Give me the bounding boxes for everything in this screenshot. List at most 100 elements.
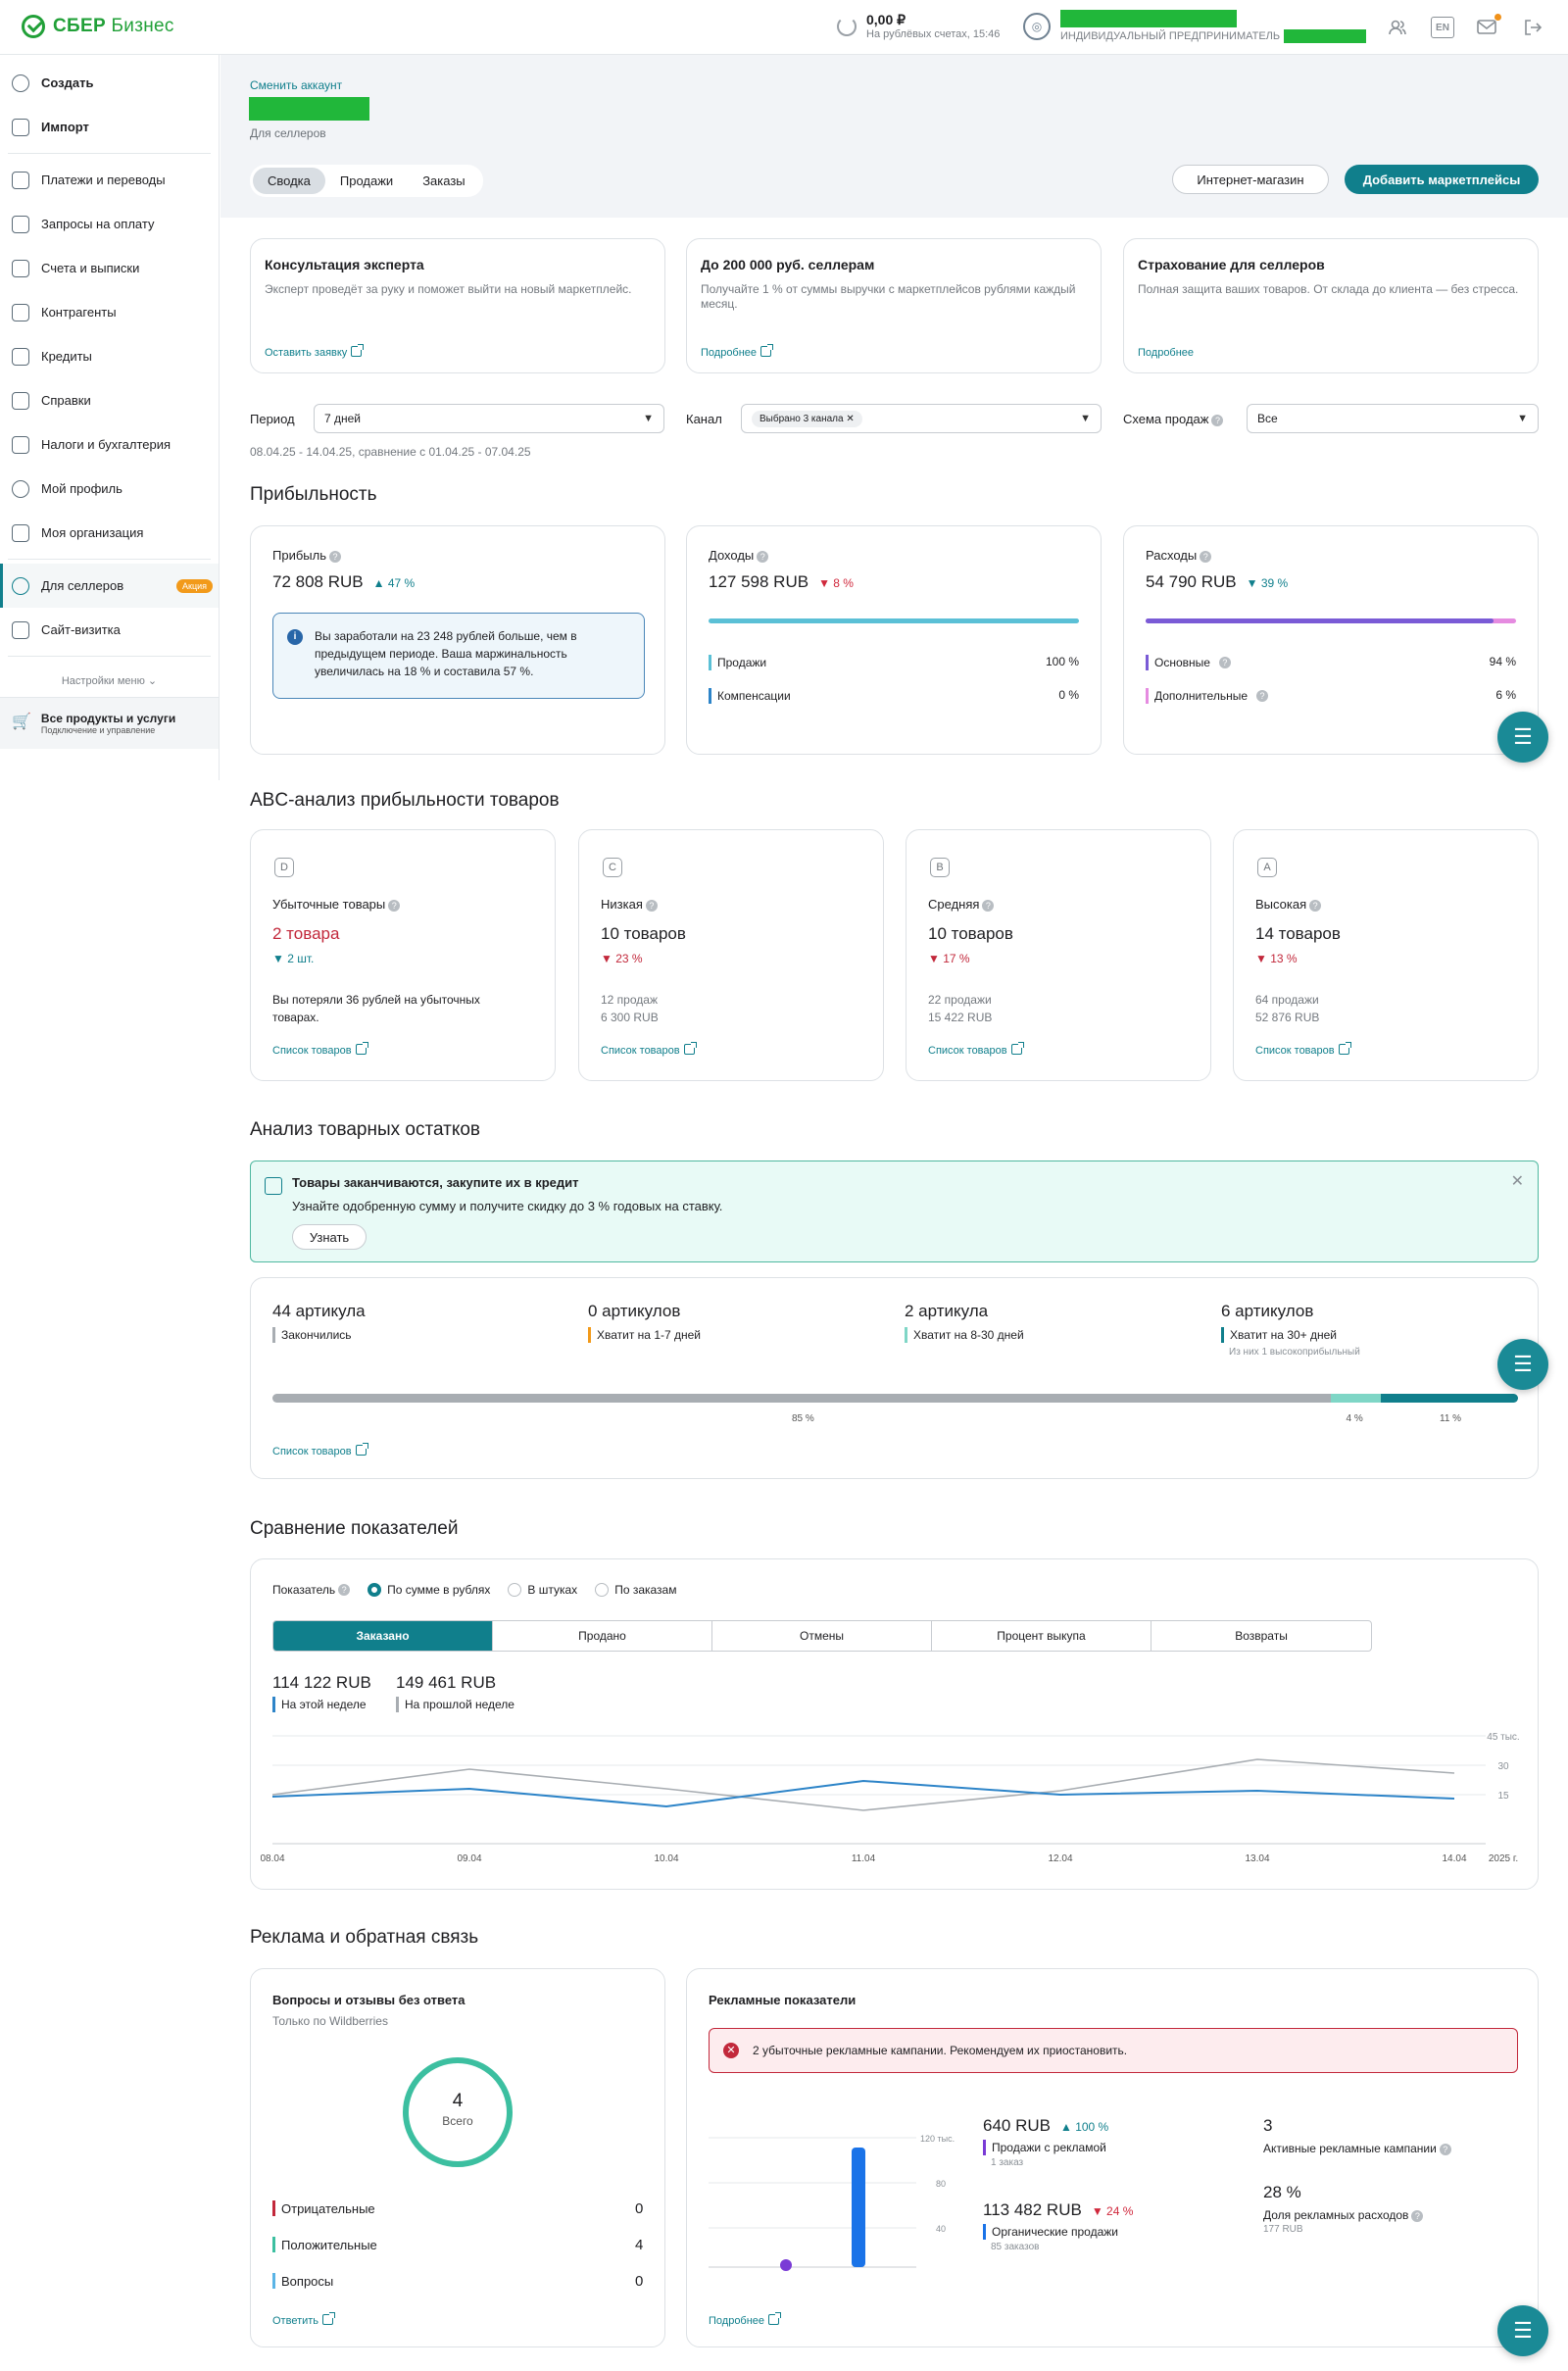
radio-orders[interactable]: По заказам	[595, 1583, 676, 1597]
period-label: Период	[250, 412, 295, 426]
help-icon[interactable]: ?	[1200, 550, 1212, 563]
close-icon[interactable]: ✕	[1510, 1173, 1524, 1190]
promo-text: Эксперт проведёт за руку и поможет выйти…	[265, 282, 632, 296]
abc-meta: Вы потеряли 36 рублей на убыточных товара…	[272, 993, 480, 1024]
help-icon[interactable]: ?	[645, 899, 658, 912]
expense-row-extra-value: 6 %	[1495, 688, 1516, 702]
chat-icon[interactable]: ☰	[1497, 1339, 1548, 1390]
logout-icon[interactable]	[1521, 16, 1544, 39]
add-marketplaces-button[interactable]: Добавить маркетплейсы	[1345, 165, 1539, 194]
sidebar-item-create[interactable]: Создать	[0, 61, 219, 105]
reviews-row-negative: Отрицательные 0	[272, 2200, 645, 2217]
online-shop-button[interactable]: Интернет-магазин	[1172, 165, 1329, 194]
balance-amount: 0,00 ₽	[866, 12, 906, 27]
sidebar-item-accounts[interactable]: Счета и выписки	[0, 246, 219, 290]
learn-button[interactable]: Узнать	[292, 1224, 367, 1250]
tab-returns[interactable]: Возвраты	[1235, 1629, 1288, 1643]
income-card: Доходы? 127 598 RUB ▼ 8 % Продажи 100 % К…	[686, 525, 1102, 755]
sidebar-item-payment-requests[interactable]: Запросы на оплату	[0, 202, 219, 246]
all-products-title: Все продукты и услуги	[40, 712, 176, 725]
sidebar-item-credits[interactable]: Кредиты	[0, 334, 219, 378]
help-icon[interactable]: ?	[1211, 414, 1224, 426]
menu-settings[interactable]: Настройки меню ⌄	[61, 675, 158, 687]
sidebar-item-taxes[interactable]: Налоги и бухгалтерия	[0, 422, 219, 467]
abc-list-link[interactable]: Список товаров	[1255, 1042, 1351, 1057]
period-select[interactable]: 7 дней ▼	[314, 404, 664, 433]
promo-link[interactable]: Оставить заявку	[265, 344, 365, 359]
credit-alert: Товары заканчиваются, закупите их в кред…	[250, 1161, 1539, 1262]
users-icon[interactable]	[1386, 16, 1409, 39]
help-icon[interactable]: ?	[982, 899, 995, 912]
help-icon[interactable]: ?	[338, 1584, 351, 1596]
channel-chip[interactable]: Выбрано 3 канала ✕	[752, 410, 862, 427]
abc-value: 10 товаров	[601, 924, 686, 943]
profit-label: Прибыль?	[272, 548, 664, 563]
tab-sold[interactable]: Продано	[493, 1621, 712, 1651]
plus-icon	[12, 74, 29, 92]
help-icon[interactable]: ?	[1411, 2209, 1424, 2222]
notifications-icon[interactable]	[1476, 14, 1501, 39]
x-tick-label: 10.04	[654, 1853, 678, 1864]
stock-list-link[interactable]: Список товаров	[272, 1443, 368, 1457]
language-button[interactable]: EN	[1431, 17, 1454, 38]
help-icon[interactable]: ?	[1309, 899, 1322, 912]
reply-link[interactable]: Ответить	[272, 2312, 336, 2327]
x-tick-label: 13.04	[1245, 1853, 1269, 1864]
balance[interactable]: 0,00 ₽ На рублёвых счетах, 15:46	[837, 12, 1000, 40]
x-tick-label: 12.04	[1048, 1853, 1072, 1864]
abc-list-link[interactable]: Список товаров	[601, 1042, 697, 1057]
promo-card-insurance: Страхование для селлеров Полная защита в…	[1123, 238, 1539, 373]
expense-row-extra: Дополнительные?	[1146, 688, 1268, 704]
x-tick-label: 14.04	[1442, 1853, 1466, 1864]
chevron-down-icon: ▼	[1517, 413, 1528, 424]
help-icon[interactable]: ?	[1218, 657, 1231, 668]
promo-link[interactable]: Подробнее	[1138, 347, 1195, 359]
close-icon[interactable]: ✕	[846, 413, 855, 424]
radio-pieces[interactable]: В штуках	[508, 1583, 577, 1597]
all-products[interactable]: 🛒 Все продукты и услуги Подключение и упр…	[0, 697, 219, 749]
sidebar-item-import[interactable]: Импорт	[0, 105, 219, 149]
document-icon	[12, 215, 29, 233]
sber-business-logo[interactable]: СБЕР Бизнес	[22, 15, 174, 38]
sidebar-item-website[interactable]: Сайт-визитка	[0, 608, 219, 652]
help-icon[interactable]: ?	[388, 899, 401, 912]
tab-cancellations[interactable]: Отмены	[712, 1621, 932, 1651]
abc-list-link[interactable]: Список товаров	[272, 1042, 368, 1057]
tab-orders[interactable]: Заказы	[422, 173, 466, 188]
abc-list-link[interactable]: Список товаров	[928, 1042, 1024, 1057]
taxes-icon	[12, 435, 29, 454]
help-icon[interactable]: ?	[1256, 690, 1268, 702]
sidebar-item-payments[interactable]: Платежи и переводы	[0, 158, 219, 202]
reviews-sub: Только по Wildberries	[272, 2014, 388, 2028]
scheme-select[interactable]: Все ▼	[1247, 404, 1539, 433]
chat-icon[interactable]: ☰	[1497, 712, 1548, 763]
sidebar-item-profile[interactable]: Мой профиль	[0, 467, 219, 511]
sidebar-item-certificates[interactable]: Справки	[0, 378, 219, 422]
sidebar-item-sellers[interactable]: Для селлеров Акция	[0, 564, 219, 608]
switch-account-link[interactable]: Сменить аккаунт	[250, 78, 343, 92]
income-row-sales-value: 100 %	[1045, 655, 1079, 668]
organization-switcher[interactable]: ◎ ИНДИВИДУАЛЬНЫЙ ПРЕДПРИНИМАТЕЛЬ	[1023, 10, 1367, 43]
help-icon[interactable]: ?	[1439, 2143, 1451, 2155]
refresh-icon[interactable]	[837, 16, 857, 36]
sidebar-item-label: Для селлеров	[41, 578, 124, 593]
tab-summary[interactable]: Сводка	[253, 168, 325, 194]
help-icon[interactable]: ?	[757, 550, 769, 563]
promo-link[interactable]: Подробнее	[701, 344, 774, 359]
tab-sales[interactable]: Продажи	[339, 173, 394, 188]
income-delta: ▼ 8 %	[818, 576, 854, 590]
error-icon: ✕	[723, 2043, 739, 2058]
tab-buyout-rate[interactable]: Процент выкупа	[932, 1621, 1152, 1651]
x-tick-label: 11.04	[852, 1853, 876, 1864]
sidebar-item-counterparties[interactable]: Контрагенты	[0, 290, 219, 334]
help-icon[interactable]: ?	[328, 550, 341, 563]
ad-details-link[interactable]: Подробнее	[709, 2312, 782, 2327]
tab-ordered[interactable]: Заказано	[273, 1621, 493, 1651]
radio-rub[interactable]: По сумме в рублях	[368, 1583, 490, 1597]
chat-icon[interactable]: ☰	[1497, 2305, 1548, 2356]
stock-bar-percent: 11 %	[1440, 1413, 1462, 1424]
ad-mini-chart: 120 тыс. 80 40	[709, 2134, 955, 2271]
sidebar-item-organization[interactable]: Моя организация	[0, 511, 219, 555]
promo-text: Полная защита ваших товаров. От склада д…	[1138, 282, 1519, 296]
channel-select[interactable]: Выбрано 3 канала ✕ ▼	[741, 404, 1102, 433]
